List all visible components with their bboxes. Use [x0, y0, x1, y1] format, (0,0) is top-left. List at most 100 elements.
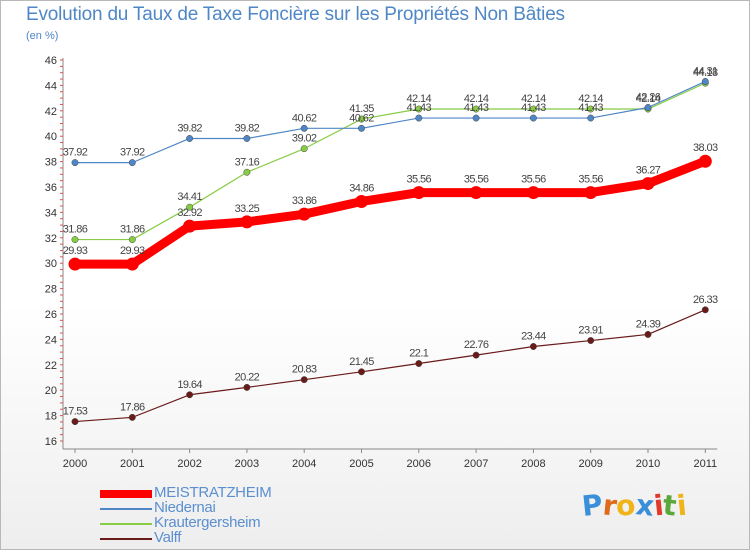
data-point [186, 203, 194, 211]
data-label: 41.43 [464, 102, 489, 114]
data-label: 35.56 [407, 174, 432, 186]
y-tick-label: 36 [45, 182, 57, 194]
data-point [698, 154, 712, 168]
x-tick-label: 2011 [693, 458, 717, 470]
legend-label: Krautergersheim [154, 514, 261, 531]
x-tick-label: 2009 [578, 458, 602, 470]
data-label: 41.43 [578, 102, 603, 114]
data-point [472, 114, 480, 122]
data-point [529, 105, 537, 113]
data-label: 41.35 [349, 103, 374, 115]
data-point [71, 418, 79, 426]
data-point [701, 306, 709, 314]
data-point [529, 343, 537, 350]
legend-item-niedernai: Niedernai [100, 499, 360, 517]
data-label: 42.14 [464, 93, 489, 105]
x-tick-label: 2003 [235, 458, 259, 470]
data-label: 23.44 [521, 331, 546, 343]
data-point [71, 236, 79, 244]
data-point [128, 159, 136, 167]
legend-item-krautergersheim: Krautergersheim [100, 514, 360, 532]
series-line [74, 309, 706, 423]
data-label: 44.31 [693, 65, 718, 77]
data-label: 17.53 [63, 406, 88, 418]
data-point [415, 360, 423, 367]
y-tick-label: 32 [45, 233, 57, 245]
data-label: 39.82 [177, 122, 202, 134]
data-label: 22.76 [464, 339, 489, 351]
series-line [74, 82, 706, 241]
data-point [243, 135, 251, 142]
data-point [128, 236, 136, 244]
data-point [358, 124, 365, 132]
data-point [587, 114, 595, 122]
data-point [186, 135, 194, 142]
data-point [128, 413, 136, 421]
data-label: 29.93 [120, 245, 145, 257]
data-label: 42.14 [578, 93, 603, 105]
y-tick-label: 18 [45, 411, 57, 423]
data-point [469, 186, 483, 200]
data-point [472, 105, 480, 113]
y-tick-label: 40 [45, 131, 57, 143]
x-tick-label: 2001 [120, 458, 144, 470]
y-tick-label: 46 [45, 55, 57, 67]
x-tick-label: 2007 [464, 458, 488, 470]
data-point [358, 115, 365, 123]
series-niedernai [71, 78, 709, 167]
data-point [472, 351, 480, 359]
x-tick-label: 2010 [636, 458, 660, 470]
data-label: 21.45 [349, 356, 374, 368]
x-tick-label: 2004 [292, 458, 316, 470]
data-point [587, 105, 595, 113]
data-label: 42.14 [521, 93, 546, 105]
data-label: 37.92 [120, 147, 145, 159]
data-point [358, 368, 365, 376]
y-tick-label: 30 [45, 258, 57, 270]
y-tick-label: 22 [45, 360, 57, 372]
y-tick-label: 26 [45, 309, 57, 321]
proxiti-logo: Proxiti [580, 488, 688, 523]
data-label: 24.39 [636, 318, 661, 330]
data-label: 34.86 [349, 182, 374, 194]
series-meistratzheim [68, 154, 712, 271]
series-valff [71, 306, 709, 426]
x-tick-label: 2006 [407, 458, 431, 470]
y-tick-label: 28 [45, 284, 57, 296]
data-point [300, 124, 308, 132]
data-label: 26.33 [693, 294, 718, 306]
series-line [70, 156, 710, 269]
data-point [68, 257, 82, 271]
data-label: 20.83 [292, 364, 317, 376]
data-point [415, 114, 423, 122]
data-label: 23.91 [578, 325, 603, 337]
legend-item-valff: Valff [100, 529, 360, 547]
data-label: 42.14 [636, 93, 661, 105]
data-point [297, 207, 311, 221]
y-tick-label: 20 [45, 385, 57, 397]
data-label: 39.02 [292, 133, 317, 145]
data-label: 32.92 [177, 207, 202, 219]
data-point [641, 177, 655, 191]
chart-subtitle: (en %) [26, 30, 59, 42]
legend-swatch [100, 508, 152, 510]
x-tick-label: 2000 [63, 458, 87, 470]
data-point [125, 257, 139, 271]
data-point [240, 215, 254, 229]
data-label: 39.82 [235, 122, 260, 134]
data-label: 33.25 [235, 203, 260, 215]
legend-swatch [100, 490, 152, 498]
series-krautergersheim [71, 79, 709, 244]
legend-swatch [100, 523, 152, 525]
legend-label: Niedernai [154, 499, 216, 516]
data-label: 31.86 [120, 224, 145, 236]
data-point [644, 104, 652, 111]
data-label: 42.26 [636, 91, 661, 103]
data-label: 31.86 [63, 224, 88, 236]
data-label: 35.56 [521, 174, 546, 186]
data-label: 19.64 [177, 379, 202, 391]
data-label: 40.62 [292, 112, 317, 124]
data-label: 34.41 [177, 191, 202, 203]
data-label: 17.86 [120, 401, 145, 413]
